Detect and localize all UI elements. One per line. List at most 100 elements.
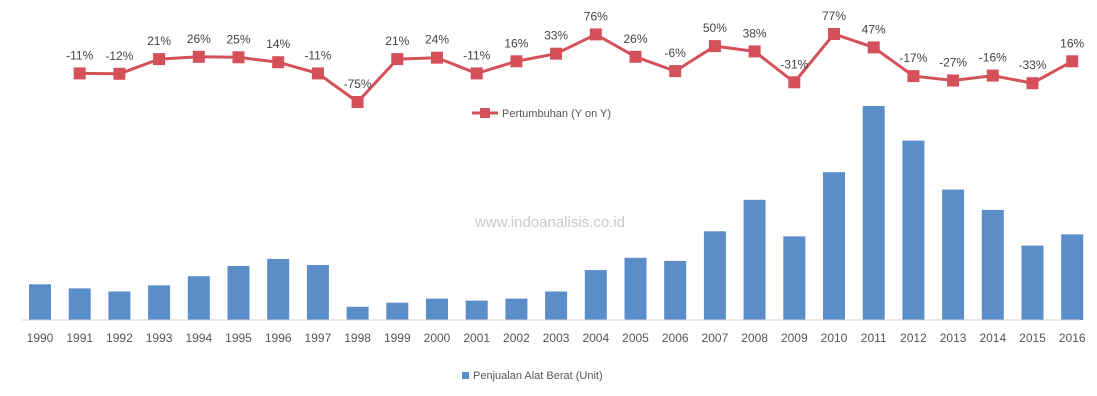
growth-marker-1999 (391, 53, 404, 66)
watermark-text: www.indoanalisis.co.id (474, 214, 625, 231)
growth-marker-2008 (748, 45, 761, 58)
line-legend: Pertumbuhan (Y on Y) (472, 108, 611, 120)
growth-marker-1997 (311, 67, 324, 80)
bar-2004 (584, 270, 607, 320)
bar-2014 (981, 209, 1004, 320)
growth-data-label: 21% (147, 34, 171, 48)
growth-data-label: -33% (1018, 58, 1046, 72)
growth-data-label: -11% (463, 48, 490, 62)
growth-data-label: -27% (939, 56, 967, 70)
growth-marker-2010 (828, 28, 840, 40)
x-tick-label: 2007 (702, 331, 729, 345)
x-tick-label: 1992 (106, 331, 133, 345)
growth-marker-2015 (1026, 77, 1039, 90)
growth-marker-1996 (272, 56, 285, 69)
growth-marker-2006 (669, 65, 682, 78)
x-tick-label: 2001 (463, 331, 490, 345)
growth-data-label: -11% (304, 48, 331, 62)
growth-marker-1992 (113, 67, 126, 80)
growth-data-label: 77% (822, 9, 846, 23)
growth-data-label: 50% (703, 21, 727, 35)
bar-1997 (306, 265, 329, 320)
growth-data-label: 26% (623, 32, 647, 46)
bar-2001 (465, 300, 488, 320)
x-tick-label: 2011 (861, 331, 887, 345)
x-tick-label: 1999 (384, 331, 411, 345)
line-legend-label: Pertumbuhan (Y on Y) (502, 108, 611, 120)
growth-data-label: 14% (266, 37, 290, 51)
growth-marker-1994 (192, 50, 205, 63)
growth-data-label: 24% (425, 33, 449, 47)
bar-2015 (1021, 245, 1044, 320)
bar-2002 (505, 298, 528, 320)
bar-1992 (108, 291, 131, 320)
bar-1994 (187, 276, 210, 320)
growth-marker-1998 (351, 96, 364, 108)
x-axis-tick-labels: 1990 1991 1992 1993 1994 1995 1996 1997 1998 1999… (27, 331, 1086, 345)
growth-data-label: 21% (385, 34, 409, 48)
bar-legend-swatch (462, 372, 469, 379)
growth-data-label: 76% (584, 9, 608, 23)
bar-2003 (545, 291, 568, 320)
bar-2006 (664, 260, 687, 320)
growth-marker-2002 (510, 55, 523, 68)
x-tick-label: 1991 (66, 331, 93, 345)
combo-chart: 1990 1991 1992 1993 1994 1995 1996 1997 1998 1999… (22, 9, 1086, 382)
x-tick-label: 2000 (424, 331, 451, 345)
x-tick-label: 2004 (582, 331, 609, 345)
bar-1995 (227, 266, 250, 320)
growth-line (79, 32, 1073, 104)
bar-2010 (823, 172, 845, 320)
x-tick-label: 1998 (344, 331, 371, 345)
x-tick-label: 2005 (622, 331, 649, 345)
x-tick-label: 1997 (305, 331, 332, 345)
growth-marker-2005 (629, 50, 642, 63)
bar-2009 (783, 236, 806, 320)
x-tick-label: 2008 (741, 331, 768, 345)
bar-1999 (386, 302, 409, 320)
growth-data-label: 33% (544, 29, 568, 43)
growth-data-label: 16% (504, 36, 528, 50)
growth-marker-2014 (986, 69, 999, 82)
bar-1998 (346, 306, 369, 320)
bar-1993 (148, 285, 171, 320)
line-legend-marker (480, 108, 490, 118)
x-tick-label: 2013 (940, 331, 967, 345)
x-tick-label: 1993 (146, 331, 173, 345)
growth-marker-2012 (907, 70, 920, 83)
growth-marker-2004 (589, 28, 602, 41)
line-series-layer: -11% -12% 21% 26% 25% 14% -11% -75% 21% 24% -11% 16… (66, 9, 1085, 108)
x-tick-label: 2002 (503, 331, 530, 345)
growth-data-label: 25% (226, 32, 250, 46)
bar-2011 (862, 106, 885, 320)
growth-marker-2016 (1066, 55, 1079, 68)
growth-data-label: 26% (187, 32, 211, 46)
x-tick-label: 2014 (979, 331, 1006, 345)
growth-marker-2000 (431, 51, 443, 64)
growth-data-label: -12% (105, 49, 133, 63)
growth-marker-1991 (73, 67, 86, 80)
bar-2005 (624, 257, 647, 320)
bar-1996 (267, 258, 290, 320)
growth-data-label: 16% (1060, 36, 1084, 50)
growth-data-label: 47% (862, 22, 886, 36)
bar-2016 (1061, 234, 1084, 320)
x-tick-label: 2016 (1059, 331, 1086, 345)
growth-marker-2007 (708, 40, 721, 53)
bar-1991 (68, 288, 91, 320)
growth-data-label: -17% (899, 51, 927, 65)
x-tick-label: 1995 (225, 331, 252, 345)
x-tick-label: 2006 (662, 331, 689, 345)
growth-marker-2009 (788, 76, 801, 89)
x-tick-label: 2003 (543, 331, 570, 345)
bar-legend-label: Penjualan Alat Berat (Unit) (473, 370, 603, 382)
bar-legend: Penjualan Alat Berat (Unit) (462, 370, 603, 382)
bar-2008 (743, 199, 766, 320)
growth-marker-1995 (232, 51, 245, 64)
x-tick-label: 1994 (185, 331, 212, 345)
bar-series-layer (29, 106, 1084, 320)
growth-marker-1993 (153, 53, 166, 66)
bar-2000 (426, 298, 448, 320)
growth-marker-2011 (867, 41, 880, 54)
growth-data-label: -75% (344, 77, 372, 91)
